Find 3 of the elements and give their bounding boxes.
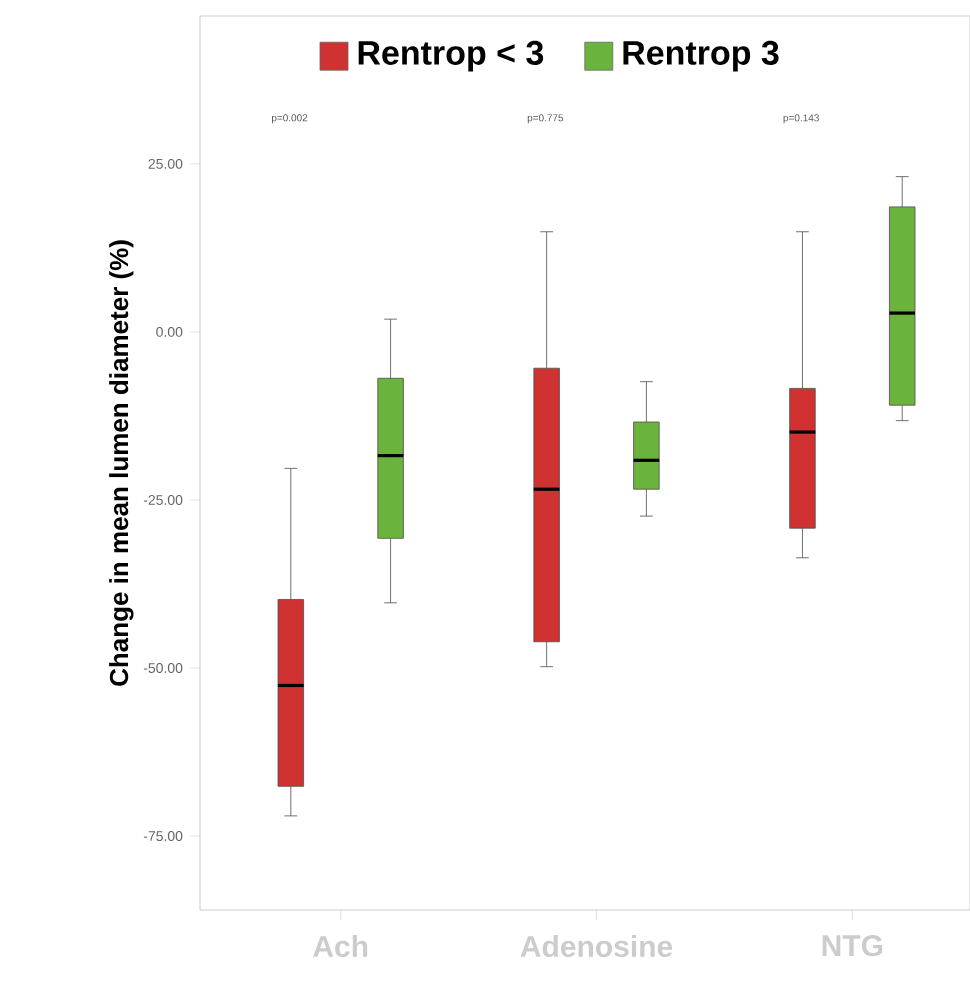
legend-label: Rentrop < 3 (358, 40, 544, 72)
y-axis-title: Change in mean lumen diameter (%) (109, 240, 134, 686)
legend-label: Rentrop 3 (623, 40, 779, 72)
